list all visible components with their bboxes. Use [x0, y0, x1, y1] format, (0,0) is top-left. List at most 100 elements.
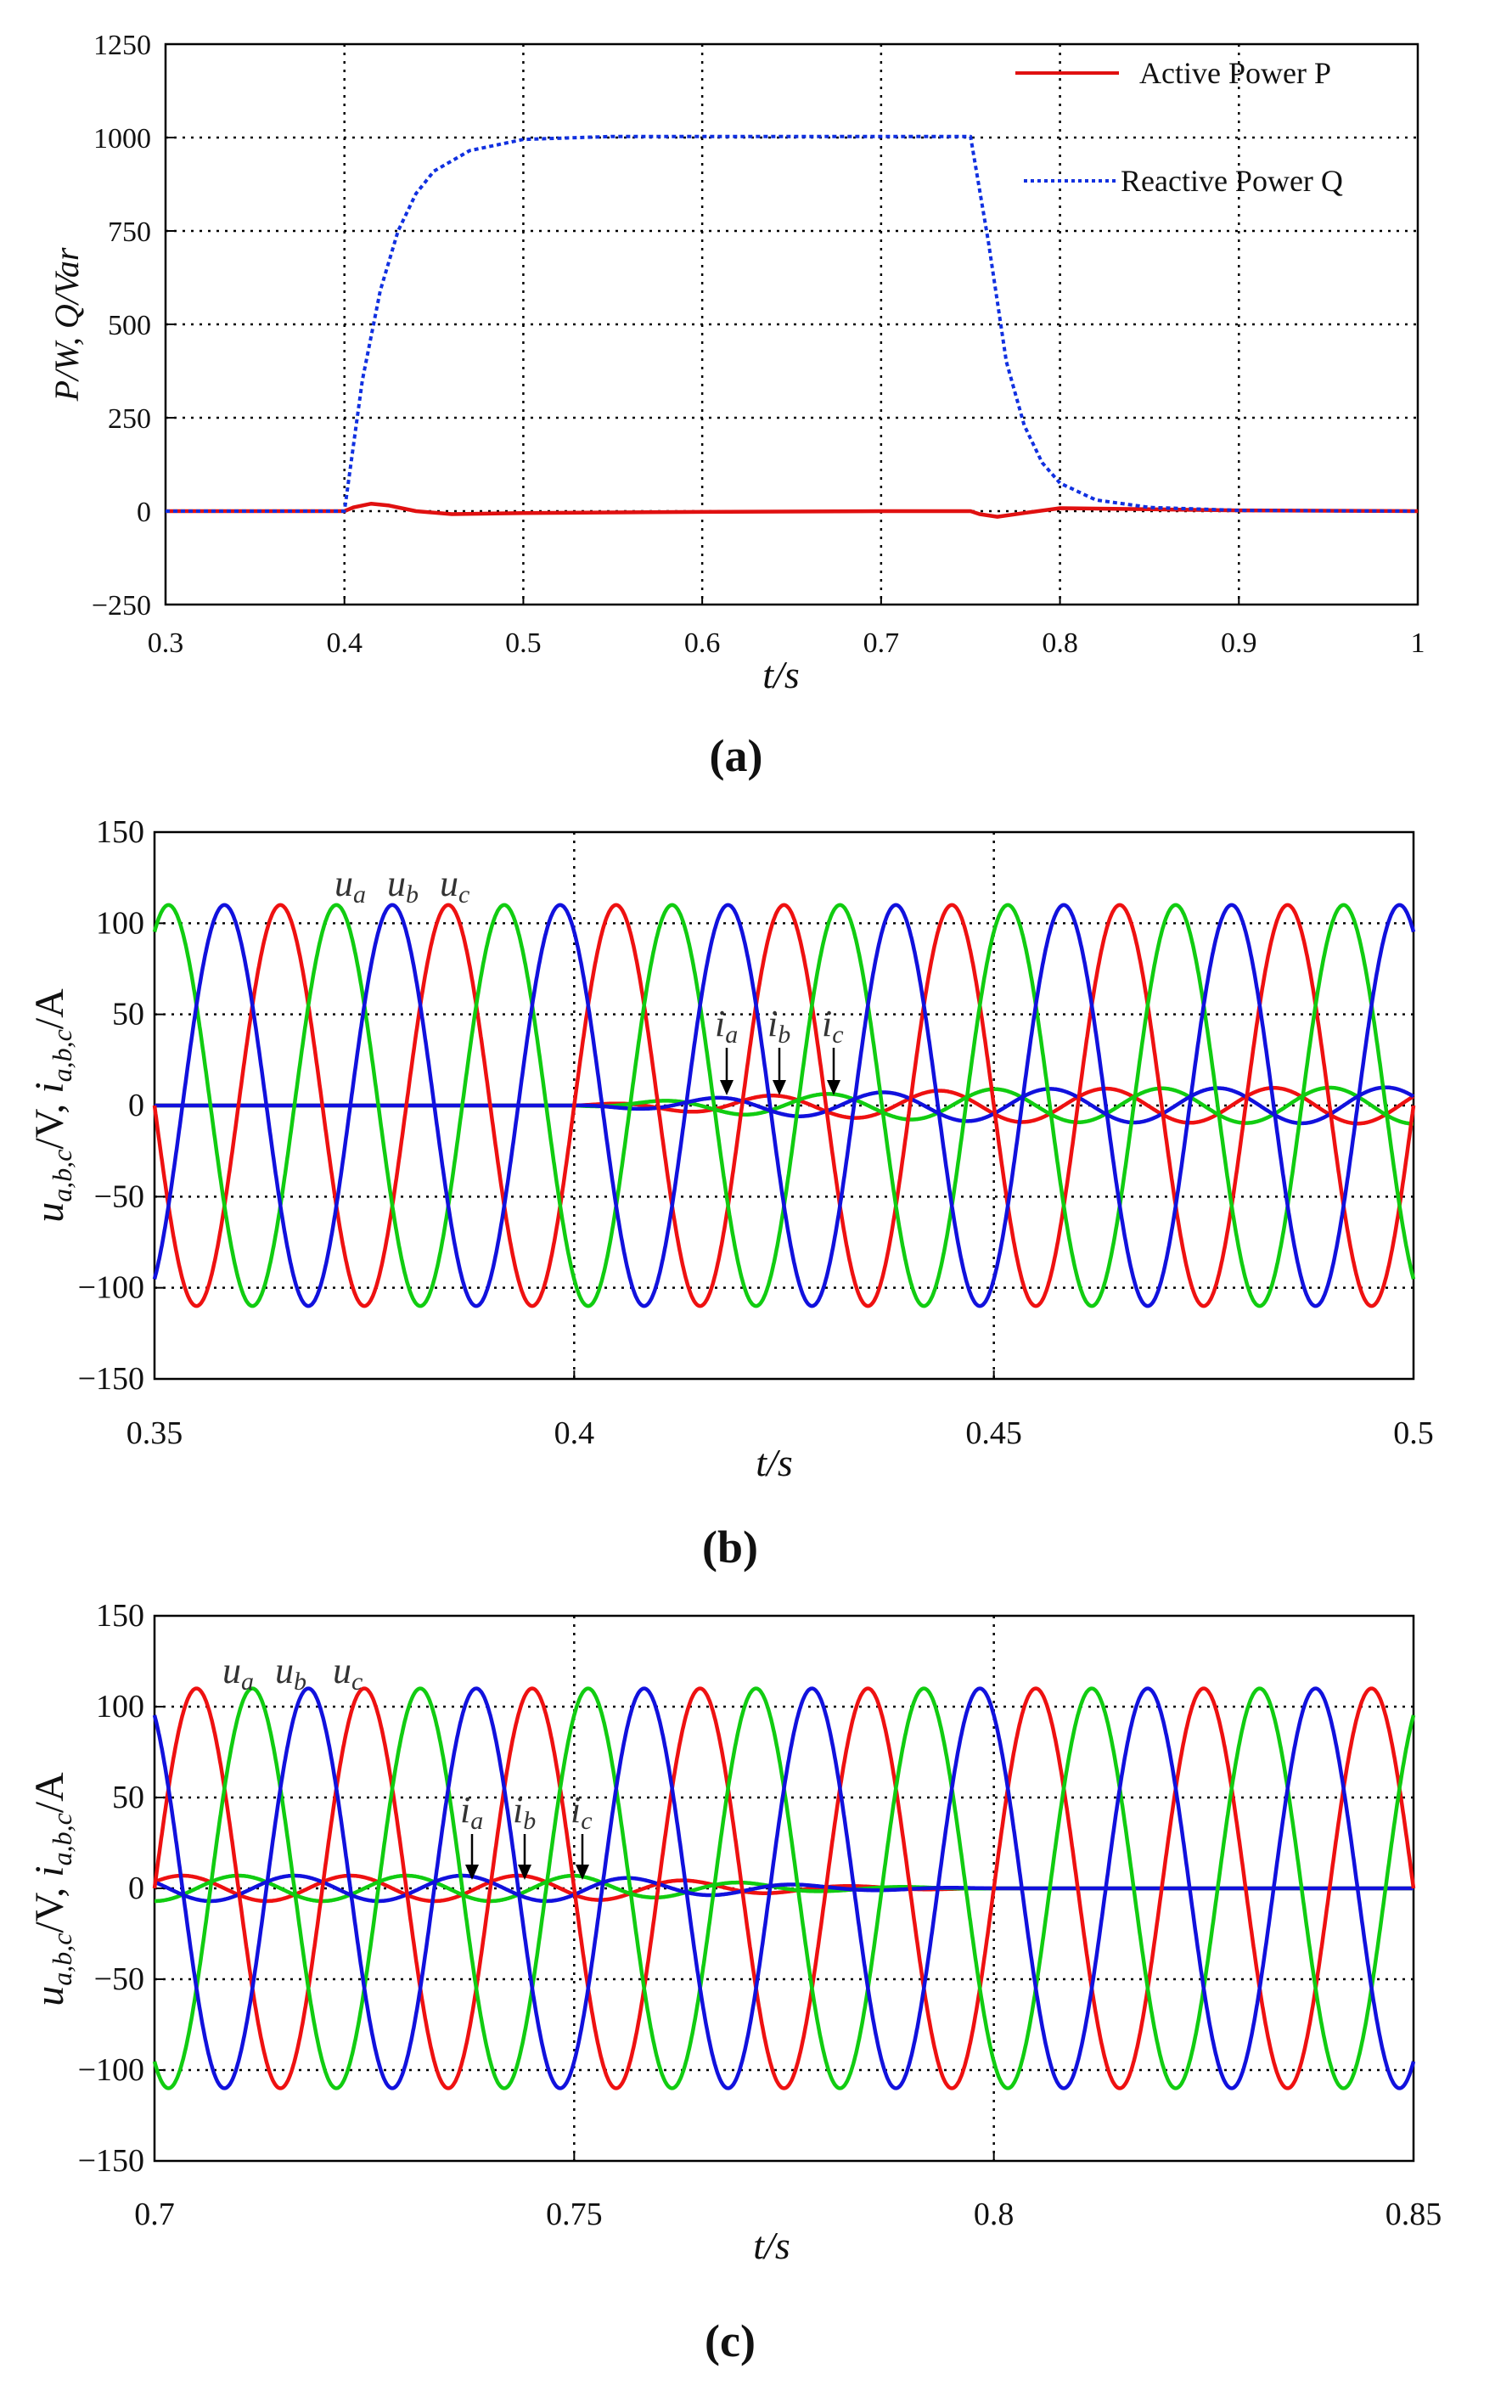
- y-label-current-subscript: a,b,c: [47, 1029, 77, 1082]
- y-tick-labels: −250 0 250 500 750 1000 1250: [92, 30, 151, 622]
- legend-label-reactive-power: Reactive Power Q: [1121, 164, 1343, 198]
- current-label-a: ia: [460, 1789, 483, 1835]
- y-axis-label: ua,b,c/V, ia,b,c/A: [27, 1772, 77, 2006]
- y-label-current-unit: /A: [27, 1772, 72, 1813]
- x-tick-label: 0.4: [326, 627, 363, 659]
- current-label-b: ib: [513, 1789, 536, 1835]
- y-tick-label: 100: [96, 1689, 144, 1724]
- panel-caption-c: (c): [705, 2315, 756, 2366]
- x-tick-label: 0.8: [1042, 627, 1078, 659]
- voltage-curve-c: [152, 1686, 1416, 2090]
- legend: Active Power P Reactive Power Q: [1015, 56, 1343, 198]
- x-tick-labels: 0.7 0.75 0.8 0.85: [134, 2197, 1442, 2232]
- x-tick-label: 0.85: [1386, 2197, 1442, 2232]
- y-label-current-symbol: i: [27, 1082, 72, 1093]
- y-tick-label: 750: [108, 217, 151, 248]
- y-tick-label: −150: [78, 1361, 144, 1397]
- grid: [165, 43, 1419, 605]
- y-tick-label: −100: [78, 1270, 144, 1306]
- y-tick-label: 0: [128, 1871, 144, 1906]
- y-tick-label: 250: [108, 403, 151, 435]
- y-label-voltage-unit: /V,: [27, 1094, 72, 1150]
- x-tick-label: 1: [1411, 627, 1425, 659]
- x-tick-labels: 0.35 0.4 0.45 0.5: [126, 1415, 1434, 1451]
- y-label-voltage-symbol: u: [27, 1202, 72, 1223]
- x-tick-labels: 0.3 0.4 0.5 0.6 0.7 0.8 0.9 1: [148, 627, 1425, 659]
- panel-a-power-chart: 0.3 0.4 0.5 0.6 0.7 0.8 0.9 1 −250 0 250 500 750 100…: [48, 30, 1425, 781]
- panel-c-voltage-current-chart: 0.7 0.75 0.8 0.85 −150 −100 −50 0 50 100 150 ua ub…: [27, 1598, 1442, 2366]
- voltage-curve-a: [152, 903, 1416, 1308]
- x-tick-label: 0.5: [505, 627, 542, 659]
- y-tick-label: 150: [96, 814, 144, 850]
- y-axis-label: ua,b,c/V, ia,b,c/A: [27, 988, 77, 1223]
- y-tick-label: 500: [108, 310, 151, 341]
- series-line-reactive-power: [166, 134, 1419, 513]
- current-label-b: ib: [767, 1003, 790, 1049]
- x-tick-label: 0.7: [863, 627, 900, 659]
- voltage-curve-c: [152, 903, 1416, 1308]
- y-tick-label: −50: [94, 1179, 144, 1214]
- voltage-label-c: uc: [333, 1650, 363, 1696]
- annotation-arrow-head: [720, 1080, 734, 1095]
- current-label-c: ic: [571, 1789, 593, 1835]
- x-tick-label: 0.5: [1393, 1415, 1434, 1451]
- panel-b-voltage-current-chart: 0.35 0.4 0.45 0.5 −150 −100 −50 0 50 100 150 ua ub…: [27, 814, 1434, 1573]
- y-label-current-subscript: a,b,c: [47, 1813, 77, 1865]
- series-group: [166, 134, 1419, 519]
- annotation-arrow-head: [465, 1865, 479, 1880]
- y-tick-label: −150: [78, 2143, 144, 2179]
- y-tick-label: 0: [128, 1088, 144, 1123]
- annotation-arrow-head: [773, 1080, 786, 1095]
- y-tick-label: 0: [137, 497, 151, 528]
- annotation-arrow-head: [576, 1865, 589, 1880]
- x-tick-label: 0.7: [134, 2197, 175, 2232]
- x-axis-label: t/s: [762, 653, 799, 696]
- y-label-current-unit: /A: [27, 988, 72, 1029]
- annotation-arrow-head: [827, 1080, 840, 1095]
- y-axis-label: P/W, Q/Var: [48, 247, 86, 402]
- y-tick-label: 150: [96, 1598, 144, 1634]
- voltage-label-b: ub: [275, 1650, 306, 1696]
- current-curve-c: [153, 1873, 1414, 1904]
- y-tick-label: −50: [94, 1961, 144, 1997]
- series-group: [152, 1686, 1416, 2090]
- y-tick-label: 50: [112, 1780, 144, 1815]
- y-tick-labels: −150 −100 −50 0 50 100 150: [78, 1598, 144, 2179]
- series-line-active-power: [166, 501, 1419, 519]
- y-tick-label: −100: [78, 2052, 144, 2088]
- voltage-label-c: uc: [440, 863, 469, 909]
- y-tick-label: 1000: [93, 123, 151, 155]
- y-tick-label: 100: [96, 905, 144, 941]
- panel-caption-b: (b): [702, 1522, 758, 1573]
- curve-annotations: ua ub uc ia ib ic: [334, 863, 844, 1095]
- y-tick-labels: −150 −100 −50 0 50 100 150: [78, 814, 144, 1397]
- x-tick-label: 0.8: [974, 2197, 1015, 2232]
- voltage-label-a: ua: [334, 863, 366, 909]
- current-label-a: ia: [715, 1003, 738, 1049]
- current-label-c: ic: [822, 1003, 844, 1049]
- y-tick-label: 50: [112, 997, 144, 1032]
- y-label-voltage-subscript: a,b,c: [47, 1933, 77, 1986]
- curve-annotations: ua ub uc ia ib ic: [222, 1650, 593, 1880]
- x-tick-label: 0.4: [554, 1415, 595, 1451]
- current-curve-c: [155, 1085, 1415, 1126]
- voltage-label-b: ub: [387, 863, 419, 909]
- x-tick-label: 0.3: [148, 627, 184, 659]
- panel-caption-a: (a): [710, 730, 763, 781]
- x-tick-label: 0.75: [546, 2197, 603, 2232]
- y-label-voltage-symbol: u: [27, 1986, 72, 2006]
- x-tick-label: 0.45: [965, 1415, 1022, 1451]
- y-tick-label: −250: [92, 590, 151, 622]
- x-tick-label: 0.9: [1221, 627, 1257, 659]
- voltage-curve-a: [152, 1686, 1416, 2090]
- x-axis-label: t/s: [753, 2224, 790, 2267]
- y-tick-label: 1250: [93, 30, 151, 61]
- x-tick-label: 0.6: [684, 627, 721, 659]
- series-group: [152, 903, 1416, 1308]
- legend-label-active-power: Active Power P: [1139, 56, 1331, 90]
- voltage-label-a: ua: [222, 1650, 254, 1696]
- y-label-voltage-subscript: a,b,c: [47, 1150, 77, 1202]
- y-label-current-symbol: i: [27, 1865, 72, 1876]
- x-tick-label: 0.35: [126, 1415, 183, 1451]
